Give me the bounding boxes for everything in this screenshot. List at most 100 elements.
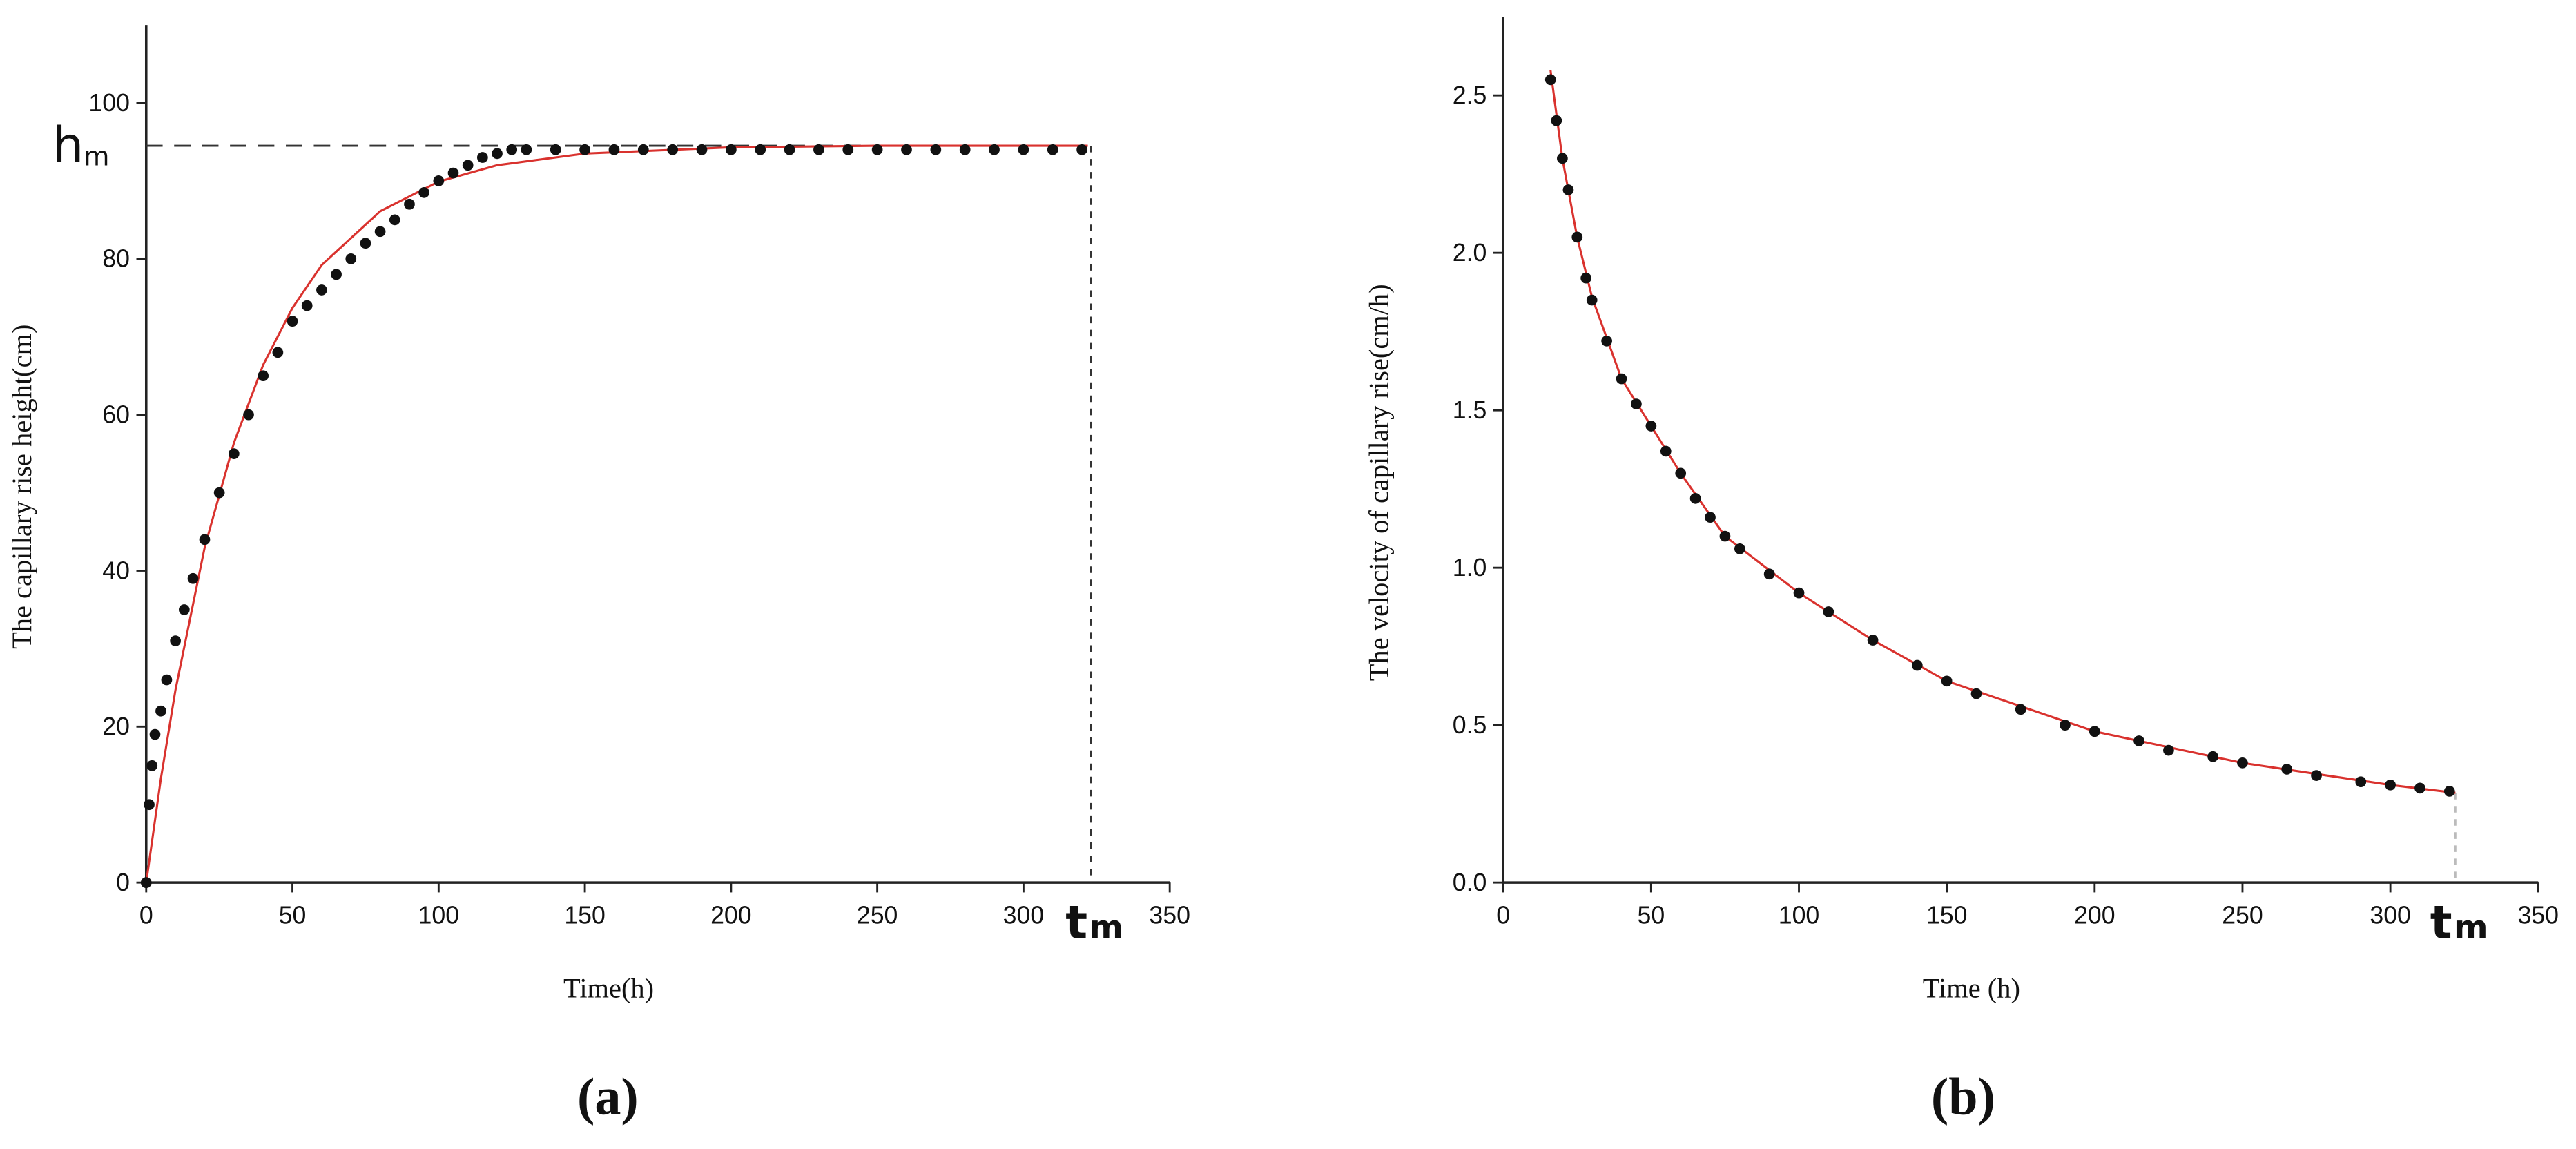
- data-point: [1705, 512, 1716, 523]
- hm-subscript: m: [84, 142, 109, 172]
- y-tick-label: 80: [102, 245, 130, 273]
- data-point: [2311, 770, 2322, 781]
- data-point: [146, 760, 158, 771]
- y-tick-label: 60: [102, 401, 130, 429]
- x-tick-label: 0: [139, 902, 153, 929]
- data-point: [476, 152, 488, 163]
- data-point: [1867, 635, 1879, 646]
- x-tick-label: 50: [279, 902, 307, 929]
- tm-backdrop: [2425, 896, 2508, 945]
- data-point: [1793, 587, 1805, 599]
- data-point: [637, 144, 649, 155]
- data-point: [1675, 467, 1687, 479]
- panel-label: (a): [577, 1068, 639, 1126]
- data-point: [243, 409, 254, 421]
- tm-label: t: [1065, 896, 1087, 949]
- data-point: [331, 269, 342, 280]
- data-point: [1823, 606, 1834, 617]
- data-point: [696, 144, 708, 155]
- data-point: [989, 144, 1000, 155]
- data-point: [871, 144, 883, 155]
- x-tick-label: 250: [2222, 902, 2263, 929]
- data-point: [404, 198, 415, 210]
- y-tick-label: 0.5: [1453, 711, 1487, 739]
- data-point: [360, 238, 371, 249]
- data-point: [1911, 659, 1923, 671]
- x-tick-label: 100: [1779, 902, 1820, 929]
- panel-label: (b): [1931, 1068, 1995, 1126]
- data-point: [1571, 231, 1583, 243]
- data-point: [1970, 688, 1982, 699]
- data-point: [2207, 751, 2218, 762]
- data-point: [2163, 744, 2174, 756]
- data-point: [959, 144, 971, 155]
- data-point: [813, 144, 824, 155]
- data-point: [1645, 421, 1657, 432]
- data-point: [1941, 675, 1953, 687]
- data-point: [1047, 144, 1058, 155]
- data-point: [316, 284, 327, 296]
- y-tick-label: 100: [88, 89, 130, 117]
- x-tick-label: 300: [1003, 902, 1045, 929]
- data-point: [1719, 530, 1731, 542]
- data-point: [155, 705, 166, 717]
- data-point: [389, 214, 400, 226]
- data-point: [345, 253, 357, 264]
- data-point: [1689, 492, 1701, 504]
- data-point: [755, 144, 766, 155]
- fit-curve: [1549, 70, 2456, 794]
- x-tick-label: 0: [1496, 902, 1510, 929]
- y-axis-label: The capillary rise height(cm): [6, 324, 37, 648]
- data-point: [930, 144, 942, 155]
- data-point: [492, 148, 503, 160]
- data-point: [1076, 144, 1087, 155]
- data-point: [301, 300, 313, 311]
- x-tick-label: 300: [2370, 902, 2411, 929]
- data-point: [433, 175, 445, 186]
- data-point: [1018, 144, 1029, 155]
- data-point: [1660, 445, 1672, 457]
- data-point: [1616, 373, 1627, 385]
- data-point: [418, 186, 429, 198]
- data-point: [1763, 568, 1775, 580]
- data-point: [2089, 726, 2100, 737]
- data-point: [2385, 779, 2396, 791]
- data-point: [2355, 776, 2367, 788]
- x-tick-label: 350: [1149, 902, 1190, 929]
- data-point: [726, 144, 737, 155]
- tm-subscript: m: [2454, 909, 2488, 947]
- data-point: [2060, 720, 2071, 731]
- panel: 0 20 40 60 80 100 0 50 100 150 200 250 300 350 Time(h)…: [6, 25, 1190, 1126]
- data-point: [213, 487, 225, 499]
- data-point: [1631, 398, 1642, 409]
- data-point: [144, 799, 155, 811]
- data-point: [199, 534, 211, 545]
- x-tick-label: 250: [857, 902, 898, 929]
- data-point: [521, 144, 532, 155]
- tm-label: t: [2430, 896, 2452, 949]
- data-point: [2414, 782, 2425, 794]
- data-point: [258, 370, 269, 382]
- data-point: [149, 728, 161, 740]
- tm-subscript: m: [1089, 909, 1123, 947]
- data-point: [462, 160, 474, 171]
- x-tick-label: 200: [710, 902, 752, 929]
- data-point: [2281, 764, 2293, 775]
- data-point: [550, 144, 561, 155]
- data-point: [140, 877, 152, 889]
- x-tick-label: 200: [2074, 902, 2115, 929]
- data-point: [272, 347, 284, 358]
- y-tick-label: 1.5: [1453, 396, 1487, 424]
- data-point: [1734, 543, 1745, 554]
- x-tick-label: 150: [1926, 902, 1968, 929]
- data-point: [178, 604, 190, 615]
- data-point: [1544, 74, 1556, 86]
- data-point: [901, 144, 912, 155]
- data-point: [2443, 786, 2455, 797]
- hm-label: h: [52, 117, 84, 174]
- data-point: [1551, 115, 1562, 126]
- data-point: [579, 144, 590, 155]
- data-point: [506, 144, 518, 155]
- x-tick-label: 50: [1638, 902, 1665, 929]
